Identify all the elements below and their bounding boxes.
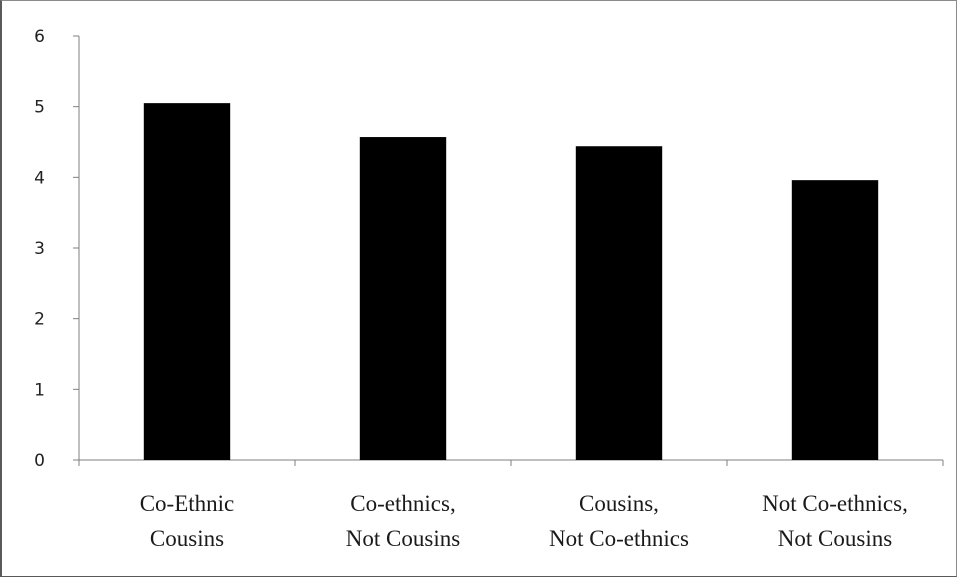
y-axis: 0 1 2 3 4 5 6 [34, 27, 80, 471]
x-category-label: Co-ethnics, Not Cousins [346, 491, 460, 551]
x-category-label-line: Not Cousins [778, 526, 892, 551]
x-category-label-line: Cousins, [579, 491, 659, 516]
bar [575, 146, 663, 461]
x-category-label: Not Co-ethnics, Not Cousins [762, 491, 908, 551]
x-category-label-line: Co-ethnics, [350, 491, 455, 516]
x-category-label-line: Not Co-ethnics, [762, 491, 908, 516]
y-tick-label: 3 [34, 239, 45, 259]
bar [143, 103, 231, 460]
x-category-label: Co-Ethnic Cousins [140, 491, 235, 551]
y-tick-label: 0 [34, 451, 45, 471]
x-category-label-line: Not Cousins [346, 526, 460, 551]
y-tick-label: 1 [34, 380, 45, 400]
x-category-label-line: Cousins [150, 526, 224, 551]
bars [143, 103, 879, 461]
y-tick-label: 2 [34, 310, 45, 330]
x-category-label-line: Co-Ethnic [140, 491, 235, 516]
x-category-label: Cousins, Not Co-ethnics [549, 491, 689, 551]
y-tick-label: 6 [34, 27, 45, 47]
y-tick-label: 4 [34, 168, 45, 188]
x-axis [78, 459, 944, 466]
y-tick-label: 5 [34, 98, 45, 118]
bar [359, 137, 447, 460]
x-category-label-line: Not Co-ethnics [549, 526, 689, 551]
bar [791, 180, 879, 460]
